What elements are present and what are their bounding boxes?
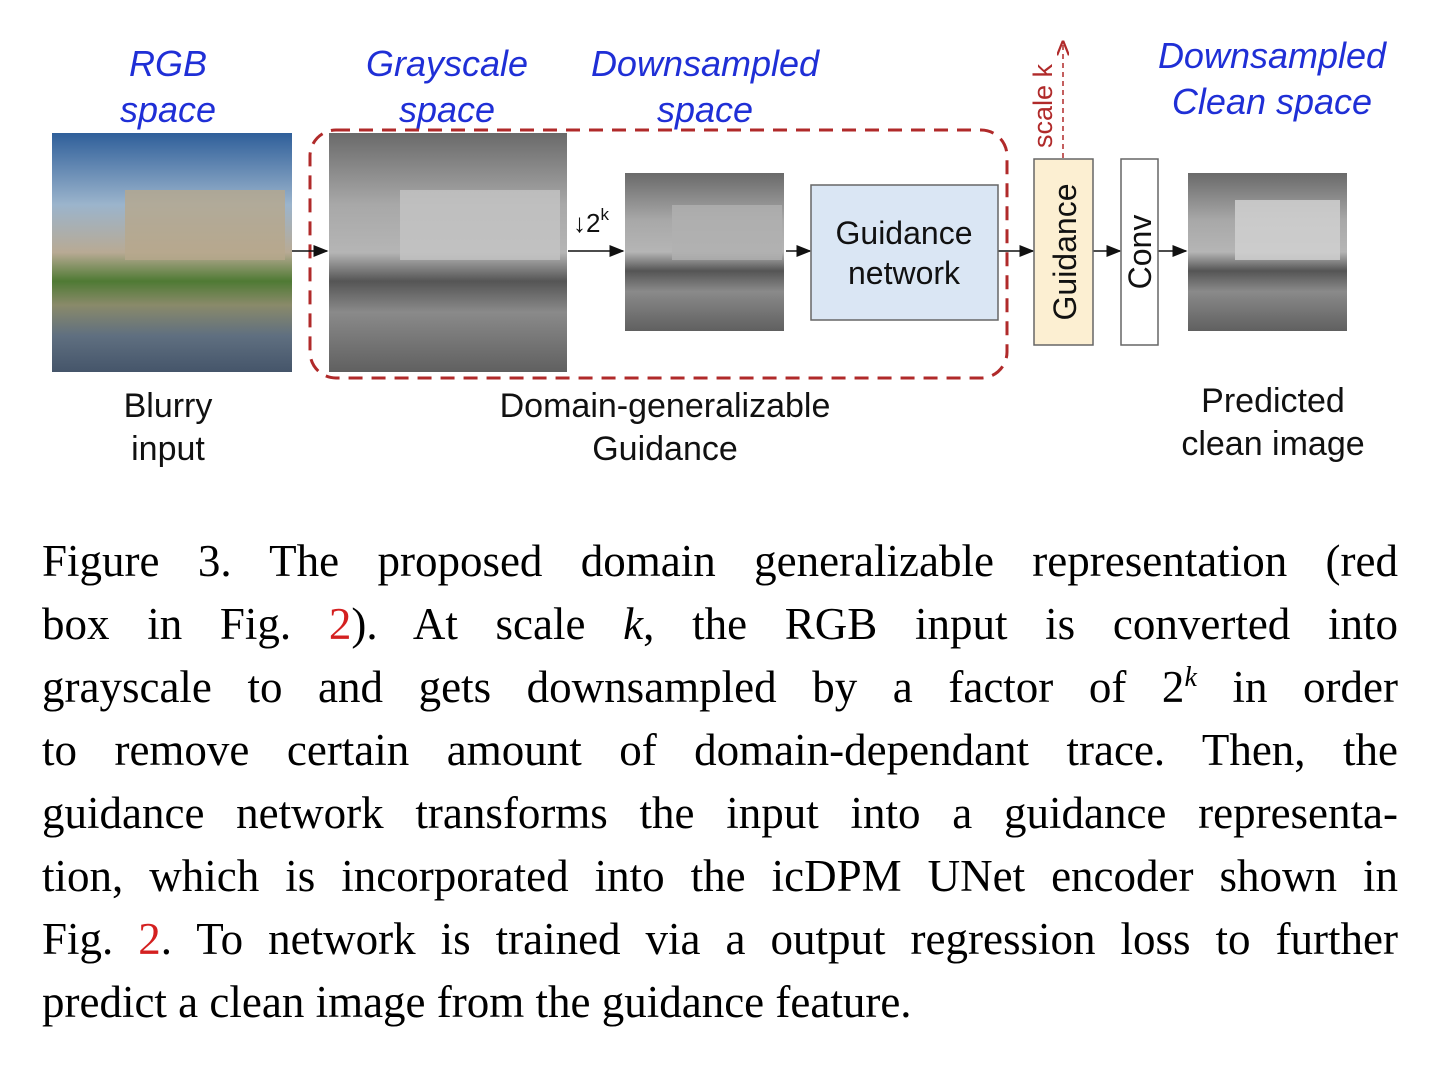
caption-text: predict a clean image from the guidance … — [42, 977, 912, 1027]
castle-silhouette — [1235, 200, 1340, 260]
caption-line: to remove certain amount of domain-depen… — [42, 719, 1398, 782]
figure-reference-link[interactable]: 2 — [328, 599, 352, 649]
caption-line: guidance network transforms the input in… — [42, 782, 1398, 845]
svg-text:Grayscale: Grayscale — [366, 43, 528, 84]
conv-box — [1120, 158, 1159, 346]
blurry-input-label: Blurry input — [124, 387, 213, 468]
caption-line: grayscale to and gets downsampled by a f… — [42, 656, 1398, 719]
guidance-box — [1033, 158, 1094, 346]
superscript: k — [1184, 662, 1197, 693]
svg-text:Downsampled: Downsampled — [1158, 35, 1387, 76]
scale-k-label: scale k — [1028, 63, 1058, 148]
downsampled-clean-space-label: Downsampled Clean space — [1158, 35, 1387, 122]
dashed-red-box — [308, 128, 1009, 380]
svg-text:space: space — [657, 89, 753, 130]
svg-text:RGB: RGB — [129, 43, 207, 84]
caption-line: box in Fig. 2). At scale k, the RGB inpu… — [42, 593, 1398, 656]
guidance-label: Guidance — [1047, 184, 1083, 321]
figure-reference-link[interactable]: 2 — [138, 914, 161, 964]
grayscale-space-label: Grayscale space — [366, 43, 528, 130]
caption-text: Fig. — [42, 914, 139, 964]
caption-text: Figure 3. The proposed domain generaliza… — [42, 536, 1398, 586]
caption-text: guidance network transforms the input in… — [42, 788, 1398, 838]
predicted-clean-image-label: Predicted clean image — [1181, 382, 1364, 463]
caption-text: tion, which is incorporated into the icD… — [42, 851, 1398, 901]
caption-text: ). At scale — [351, 599, 624, 649]
svg-text:space: space — [399, 89, 495, 130]
conv-label: Conv — [1122, 215, 1158, 290]
guidance-network-box — [810, 184, 999, 321]
svg-text:Blurry: Blurry — [124, 387, 213, 425]
caption-line: Figure 3. The proposed domain generaliza… — [42, 530, 1398, 593]
caption-line: Fig. 2. To network is trained via a outp… — [42, 908, 1398, 971]
downsampled-space-label: Downsampled space — [591, 43, 820, 130]
svg-text:Clean space: Clean space — [1172, 81, 1372, 122]
math-variable: k — [623, 599, 644, 649]
castle-silhouette — [400, 190, 560, 260]
caption-text: , the RGB input is converted into — [643, 599, 1398, 649]
architecture-diagram: RGB space Grayscale space Downsampled sp… — [52, 35, 1387, 468]
svg-text:space: space — [120, 89, 216, 130]
caption-text: . To network is trained via a output reg… — [160, 914, 1398, 964]
caption-line: predict a clean image from the guidance … — [42, 971, 1398, 1034]
svg-text:Downsampled: Downsampled — [591, 43, 820, 84]
caption-text: box in Fig. — [42, 599, 329, 649]
domain-generalizable-guidance-label: Domain-generalizable Guidance — [500, 387, 831, 468]
caption-text: grayscale to and gets downsampled by a f… — [42, 662, 1185, 712]
svg-text:clean image: clean image — [1181, 425, 1364, 463]
guidance-network-label: network — [848, 255, 961, 291]
svg-text:Guidance: Guidance — [592, 430, 738, 468]
rgb-space-label: RGB space — [120, 43, 216, 130]
castle-silhouette — [125, 190, 285, 260]
svg-text:Predicted: Predicted — [1201, 382, 1345, 420]
caption-text: to remove certain amount of domain-depen… — [42, 725, 1398, 775]
guidance-network-label: Guidance — [836, 215, 973, 251]
svg-text:input: input — [131, 430, 205, 468]
figure-caption: Figure 3. The proposed domain generaliza… — [42, 530, 1398, 1034]
castle-silhouette — [672, 205, 782, 260]
downsample-factor-label: ↓2k — [573, 205, 609, 238]
caption-text: in order — [1196, 662, 1398, 712]
svg-text:Domain-generalizable: Domain-generalizable — [500, 387, 831, 425]
caption-line: tion, which is incorporated into the icD… — [42, 845, 1398, 908]
